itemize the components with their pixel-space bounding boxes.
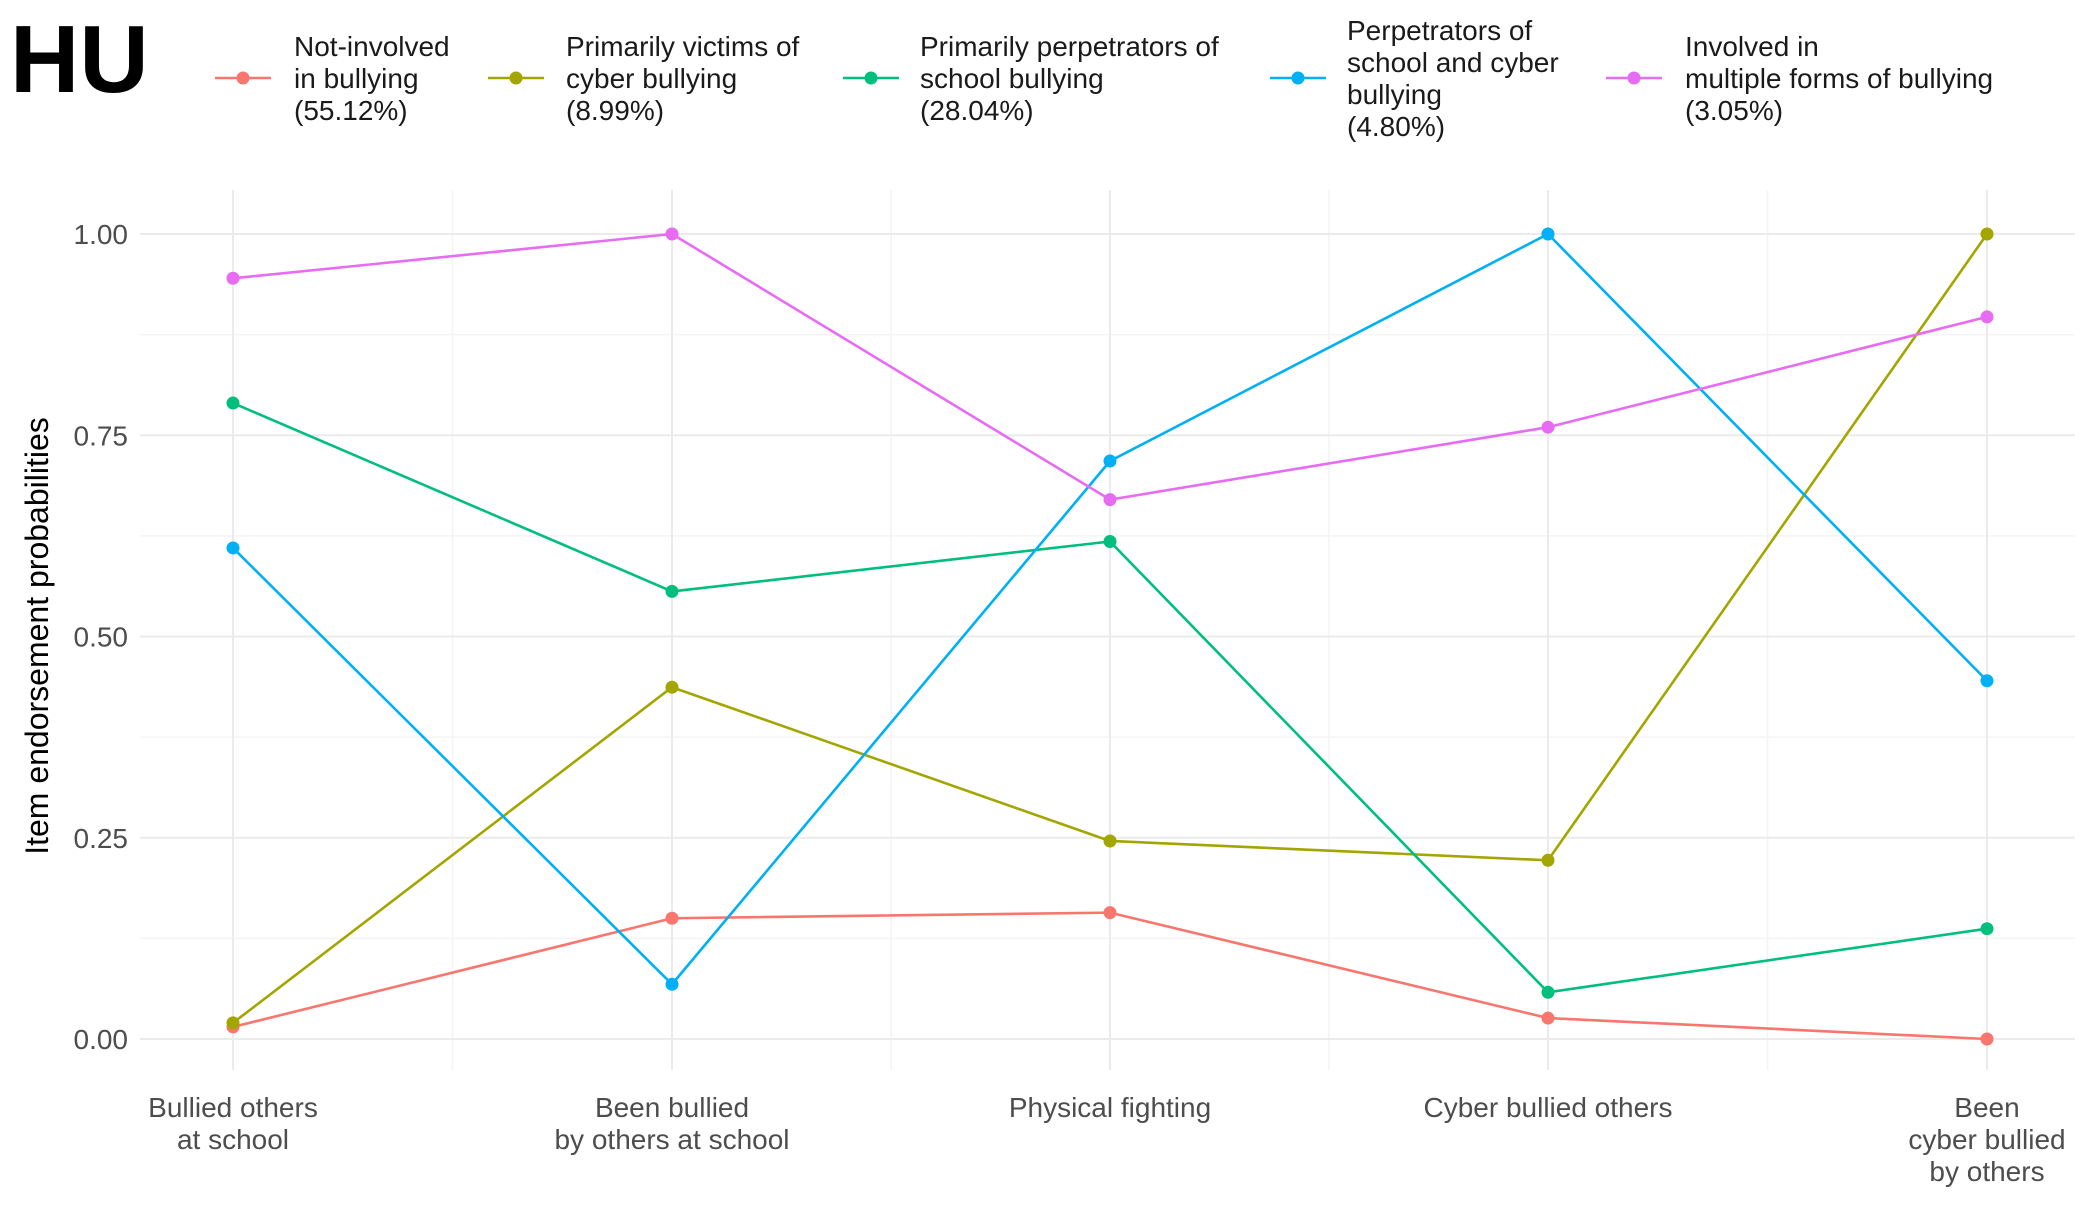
- y-tick-label: 0.75: [74, 420, 129, 451]
- x-tick-label: Been cyber bullied by others: [1908, 1092, 2065, 1187]
- series-1-point: [1103, 906, 1117, 920]
- panel-label: HU: [10, 6, 149, 113]
- series-2-point: [665, 680, 679, 694]
- series-4-point: [1103, 454, 1117, 468]
- series-3-point: [665, 584, 679, 598]
- y-axis-title: Item endorsement probabilities: [19, 417, 55, 855]
- legend-key-point: [864, 71, 878, 85]
- legend-item-3: Primarily perpetrators of school bullying…: [843, 31, 1219, 126]
- legend-item-4: Perpetrators of school and cyber bullying(…: [1270, 15, 1559, 142]
- legend-key-point: [1291, 71, 1305, 85]
- legend-item-5: Involved in multiple forms of bullying (3.…: [1606, 31, 1993, 126]
- series-2-point: [226, 1016, 240, 1030]
- series-3-point: [1980, 922, 1994, 936]
- series-1-point: [1980, 1032, 1994, 1046]
- legend: Not-involved in bullying (55.12%) Primarily…: [215, 15, 1993, 142]
- legend-key-point: [509, 71, 523, 85]
- plot-area: [140, 190, 2075, 1070]
- series-5-point: [665, 227, 679, 241]
- y-tick-label: 1.00: [74, 219, 129, 250]
- series-4-point: [1980, 674, 1994, 688]
- series-3-point: [1103, 535, 1117, 549]
- y-tick-label: 0.50: [74, 622, 129, 653]
- series-3-point: [226, 396, 240, 410]
- x-axis-ticks: Bullied others at school Been bullied by ot…: [148, 1092, 2065, 1187]
- legend-label: Perpetrators of school and cyber bullying(…: [1347, 15, 1559, 142]
- x-tick-label: Bullied others at school: [148, 1092, 318, 1155]
- series-2-point: [1103, 834, 1117, 848]
- series-2-point: [1980, 227, 1994, 241]
- series-3-point: [1541, 985, 1555, 999]
- series-4-point: [665, 977, 679, 991]
- series-5-point: [1103, 493, 1117, 507]
- series-4-point: [1541, 227, 1555, 241]
- x-tick-label: Physical fighting: [1009, 1092, 1211, 1123]
- series-4-point: [226, 541, 240, 555]
- series-5-point: [1541, 420, 1555, 434]
- series-5-point: [1980, 310, 1994, 324]
- series-2-point: [1541, 853, 1555, 867]
- series-points: [226, 227, 1994, 1046]
- series-1-point: [665, 911, 679, 925]
- x-tick-label: Been bullied by others at school: [554, 1092, 789, 1155]
- y-axis-ticks: 0.00 0.25 0.50 0.75 1.00: [74, 219, 129, 1055]
- gridlines: [140, 190, 2075, 1070]
- legend-label: Not-involved in bullying (55.12%): [294, 31, 450, 126]
- legend-item-1: Not-involved in bullying (55.12%): [215, 31, 450, 126]
- legend-label: Primarily victims of cyber bullying (8.99%…: [566, 31, 800, 126]
- y-tick-label: 0.00: [74, 1024, 129, 1055]
- series-5-point: [226, 271, 240, 285]
- legend-label: Involved in multiple forms of bullying (3.…: [1685, 31, 1993, 126]
- legend-label: Primarily perpetrators of school bullying…: [920, 31, 1219, 126]
- legend-item-2: Primarily victims of cyber bullying (8.99%…: [488, 31, 800, 126]
- legend-key-point: [1627, 71, 1641, 85]
- legend-key-point: [236, 71, 250, 85]
- y-tick-label: 0.25: [74, 823, 129, 854]
- series-1-point: [1541, 1011, 1555, 1025]
- x-tick-label: Cyber bullied others: [1423, 1092, 1672, 1123]
